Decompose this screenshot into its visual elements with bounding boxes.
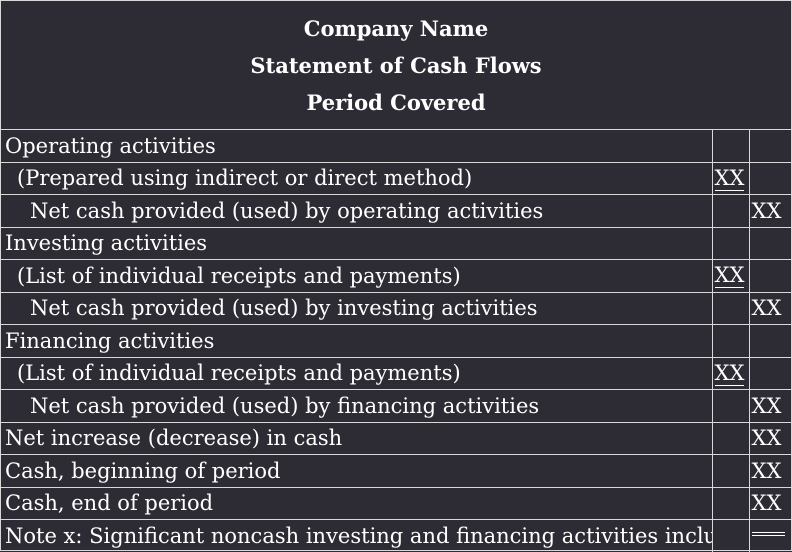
table-row: Operating activities xyxy=(1,130,791,163)
cash-beginning-label: Cash, beginning of period xyxy=(1,454,712,488)
period-covered: Period Covered xyxy=(306,89,486,115)
table-row: Cash, beginning of period XX xyxy=(1,454,791,488)
net-financing-label: Net cash provided (used) by financing ac… xyxy=(1,389,712,423)
section-investing-label: Investing activities xyxy=(1,227,712,260)
table-row: Investing activities xyxy=(1,227,791,260)
table-row: (Prepared using indirect or direct metho… xyxy=(1,162,791,195)
amount-cell xyxy=(748,259,791,293)
net-investing-label: Net cash provided (used) by investing ac… xyxy=(1,292,712,325)
financing-detail-label: (List of individual receipts and payment… xyxy=(1,357,712,390)
amount-cell xyxy=(711,194,749,228)
amount-cell xyxy=(748,324,791,358)
amount-cell xyxy=(748,227,791,260)
statement-header: Company Name Statement of Cash Flows Per… xyxy=(1,1,791,130)
statement-title: Statement of Cash Flows xyxy=(250,52,542,78)
net-investing-amount: XX xyxy=(748,292,791,325)
cash-end-label: Cash, end of period xyxy=(1,487,712,520)
amount-cell: XX xyxy=(711,259,749,293)
amount-cell: XX xyxy=(711,162,749,195)
amount-cell xyxy=(711,292,749,325)
investing-detail-amount: XX xyxy=(714,263,745,289)
amount-cell xyxy=(748,519,791,552)
table-row: (List of individual receipts and payment… xyxy=(1,259,791,293)
table-row: Net increase (decrease) in cash XX xyxy=(1,422,791,455)
net-operating-label: Net cash provided (used) by operating ac… xyxy=(1,194,712,228)
amount-cell xyxy=(711,227,749,260)
amount-cell xyxy=(711,487,749,520)
section-financing-label: Financing activities xyxy=(1,324,712,358)
table-row: Net cash provided (used) by investing ac… xyxy=(1,292,791,325)
amount-cell xyxy=(711,389,749,423)
cash-beginning-amount: XX xyxy=(748,454,791,488)
cash-end-amount: XX xyxy=(748,487,791,520)
amount-cell xyxy=(711,454,749,488)
table-row: Cash, end of period XX xyxy=(1,487,791,520)
double-underline xyxy=(751,531,785,536)
amount-cell xyxy=(711,130,749,163)
amount-cell xyxy=(711,324,749,358)
table-row: Net cash provided (used) by financing ac… xyxy=(1,389,791,423)
net-change-label: Net increase (decrease) in cash xyxy=(1,422,712,455)
amount-cell xyxy=(748,162,791,195)
investing-detail-label: (List of individual receipts and payment… xyxy=(1,259,712,293)
financing-detail-amount: XX xyxy=(714,360,745,386)
net-financing-amount: XX xyxy=(748,389,791,423)
noncash-note-label: Note x: Significant noncash investing an… xyxy=(5,523,712,548)
amount-cell xyxy=(748,130,791,163)
table-row: (List of individual receipts and payment… xyxy=(1,357,791,390)
amount-cell xyxy=(748,357,791,390)
section-operating-label: Operating activities xyxy=(1,130,712,163)
operating-detail-amount: XX xyxy=(714,165,745,191)
table-row: Financing activities xyxy=(1,324,791,358)
amount-cell: XX xyxy=(711,357,749,390)
net-operating-amount: XX xyxy=(748,194,791,228)
amount-cell xyxy=(711,519,749,552)
net-change-amount: XX xyxy=(748,422,791,455)
statement-table: Operating activities (Prepared using ind… xyxy=(1,130,791,552)
company-name: Company Name xyxy=(303,15,489,41)
operating-detail-label: (Prepared using indirect or direct metho… xyxy=(1,162,712,195)
table-row: Note x: Significant noncash investing an… xyxy=(1,519,791,552)
amount-cell xyxy=(711,422,749,455)
table-row: Net cash provided (used) by operating ac… xyxy=(1,194,791,228)
